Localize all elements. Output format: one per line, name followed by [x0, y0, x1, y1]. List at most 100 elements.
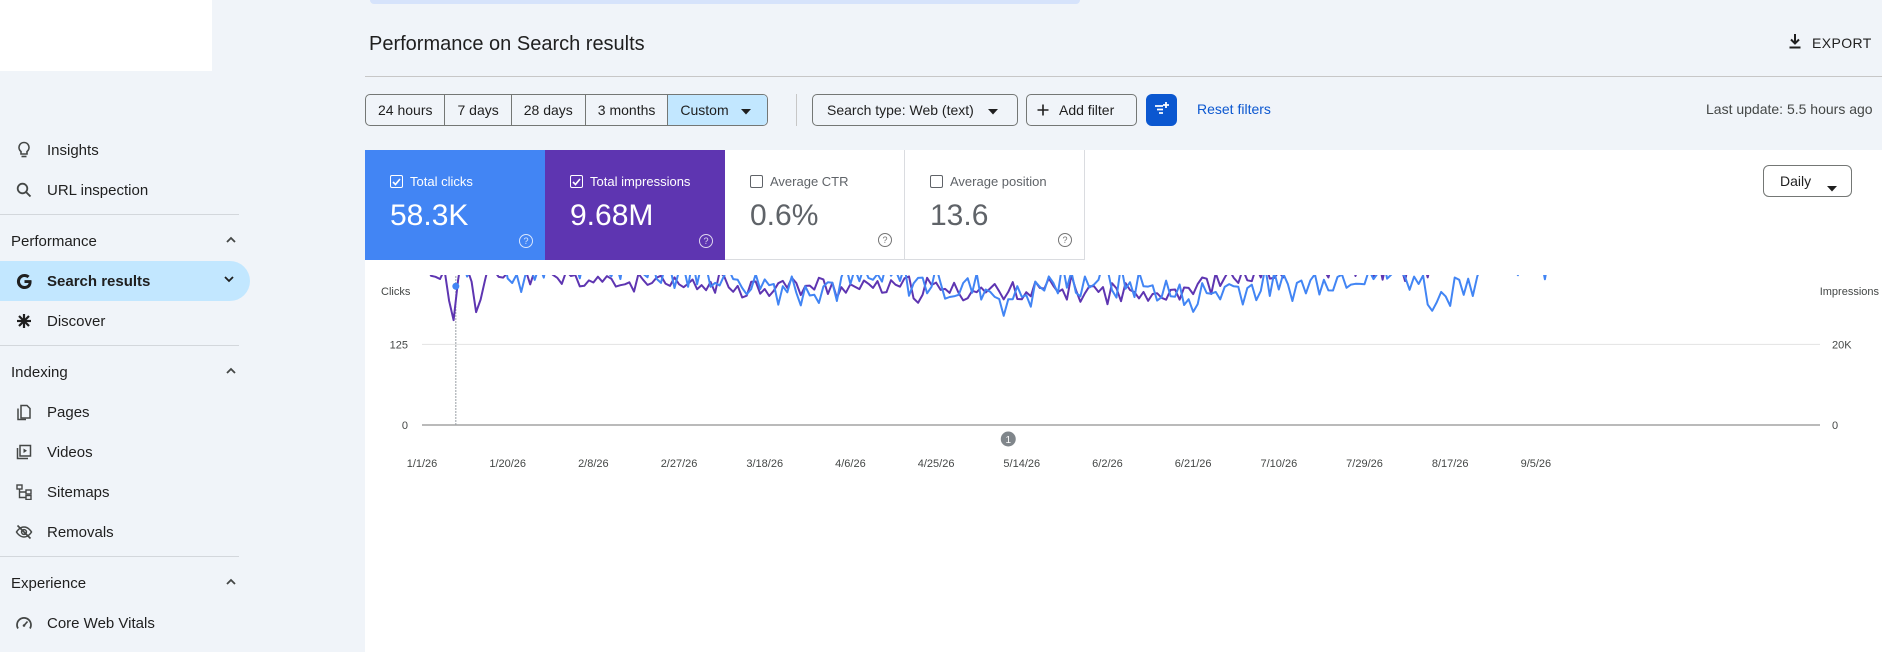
section-performance[interactable]: Performance — [0, 221, 250, 261]
help-icon[interactable]: ? — [1058, 233, 1072, 247]
search-type-filter[interactable]: Search type: Web (text) — [812, 94, 1018, 126]
sidebar-item-label: Pages — [47, 403, 90, 421]
eye-off-icon — [14, 522, 34, 542]
x-tick-label: 6/21/26 — [1175, 458, 1212, 470]
range-custom-label: Custom — [680, 102, 729, 118]
sidebar-item-url-inspection[interactable]: URL inspection — [0, 170, 250, 210]
x-tick-label: 7/10/26 — [1260, 458, 1297, 470]
y-tick-right: 0 — [1832, 420, 1838, 432]
section-title: Experience — [11, 574, 87, 592]
range-7-days[interactable]: 7 days — [445, 95, 512, 125]
help-icon[interactable]: ? — [519, 234, 533, 248]
asterisk-icon — [14, 311, 34, 331]
metric-label: Total clicks — [410, 174, 473, 189]
sidebar-item-sitemaps[interactable]: Sitemaps — [0, 472, 250, 512]
section-title: Indexing — [11, 363, 68, 381]
checkbox-unchecked-icon[interactable] — [750, 175, 763, 188]
help-icon[interactable]: ? — [878, 233, 892, 247]
performance-card: Total clicks 58.3K ? Total impressions 9… — [365, 150, 1882, 652]
section-indexing[interactable]: Indexing — [0, 352, 250, 392]
series-line-total-impressions — [429, 275, 1430, 322]
google-g-icon — [14, 271, 34, 291]
series-line-total-clicks — [465, 275, 1547, 317]
filter-settings-button[interactable] — [1146, 94, 1177, 126]
y-axis-right-title: Impressions — [1820, 286, 1880, 298]
x-tick-label: 2/8/26 — [578, 458, 609, 470]
video-icon — [14, 442, 34, 462]
section-title: Performance — [11, 232, 97, 250]
x-tick-label: 2/27/26 — [661, 458, 698, 470]
sidebar-item-videos[interactable]: Videos — [0, 432, 250, 472]
x-tick-label: 8/17/26 — [1432, 458, 1469, 470]
annotation-number: 1 — [1005, 435, 1011, 446]
metric-label: Average CTR — [770, 174, 849, 189]
x-tick-label: 1/20/26 — [489, 458, 526, 470]
search-bar-edge — [370, 0, 1080, 4]
sidebar-item-label: Insights — [47, 141, 99, 159]
y-tick-left: 0 — [402, 420, 408, 432]
dropdown-arrow-icon — [987, 102, 998, 118]
metric-value: 13.6 — [930, 199, 989, 232]
metric-average-ctr[interactable]: Average CTR 0.6% ? — [725, 150, 905, 260]
granularity-label: Daily — [1780, 173, 1812, 189]
x-tick-label: 3/18/26 — [746, 458, 783, 470]
range-custom[interactable]: Custom — [668, 95, 767, 125]
metric-average-position[interactable]: Average position 13.6 ? — [905, 150, 1085, 260]
x-tick-label: 9/5/26 — [1521, 458, 1552, 470]
range-24-hours[interactable]: 24 hours — [366, 95, 446, 125]
metric-total-impressions[interactable]: Total impressions 9.68M ? — [545, 150, 725, 260]
performance-chart[interactable]: ClicksImpressions0125250375020K40K60K1/1… — [365, 275, 1882, 652]
dropdown-arrow-icon — [740, 102, 751, 118]
dropdown-arrow-icon — [1827, 179, 1837, 195]
y-tick-right: 20K — [1832, 339, 1852, 351]
metric-label: Total impressions — [590, 174, 691, 189]
annotation-marker[interactable] — [1000, 431, 1016, 447]
chevron-down-icon[interactable] — [222, 272, 236, 290]
checkbox-checked-icon[interactable] — [570, 175, 583, 188]
sidebar-item-core-web-vitals[interactable]: Core Web Vitals — [0, 603, 250, 643]
divider — [0, 214, 239, 215]
sidebar-item-label: Search results — [47, 272, 151, 290]
date-range-selector: 24 hours 7 days 28 days 3 months Custom — [365, 94, 768, 126]
x-tick-label: 5/14/26 — [1003, 458, 1040, 470]
sidebar-item-removals[interactable]: Removals — [0, 512, 250, 552]
sidebar-item-label: Removals — [47, 523, 114, 541]
metric-value: 0.6% — [750, 199, 819, 232]
range-28-days[interactable]: 28 days — [512, 95, 586, 125]
export-label: EXPORT — [1812, 34, 1872, 51]
sidebar-item-pages[interactable]: Pages — [0, 392, 250, 432]
section-experience[interactable]: Experience — [0, 563, 250, 603]
hover-dot-clicks — [452, 282, 460, 290]
checkbox-checked-icon[interactable] — [390, 175, 403, 188]
sidebar: Insights URL inspection Performance Sear… — [0, 0, 250, 652]
divider — [0, 345, 239, 346]
search-type-label: Search type: Web (text) — [827, 102, 974, 118]
page-title: Performance on Search results — [369, 33, 645, 55]
sidebar-item-label: Discover — [47, 312, 106, 330]
range-3-months[interactable]: 3 months — [586, 95, 669, 125]
metric-total-clicks[interactable]: Total clicks 58.3K ? — [365, 150, 545, 260]
metric-value: 58.3K — [390, 199, 469, 232]
metric-value: 9.68M — [570, 199, 654, 232]
export-button[interactable]: EXPORT — [1788, 33, 1872, 52]
x-tick-label: 1/1/26 — [407, 458, 438, 470]
add-filter-button[interactable]: Add filter — [1026, 94, 1137, 126]
sidebar-item-label: Sitemaps — [47, 483, 110, 501]
plus-icon — [1037, 104, 1049, 116]
x-tick-label: 4/25/26 — [918, 458, 955, 470]
help-icon[interactable]: ? — [699, 234, 713, 248]
granularity-dropdown[interactable]: Daily — [1763, 165, 1852, 197]
last-update-text: Last update: 5.5 hours ago — [1706, 101, 1873, 117]
sidebar-item-insights[interactable]: Insights — [0, 130, 250, 170]
pages-icon — [14, 402, 34, 422]
sidebar-item-search-results[interactable]: Search results — [0, 261, 250, 301]
sidebar-item-discover[interactable]: Discover — [0, 301, 250, 341]
reset-filters-link[interactable]: Reset filters — [1197, 101, 1271, 117]
sidebar-item-label: Core Web Vitals — [47, 614, 155, 632]
y-axis-left-title: Clicks — [381, 286, 411, 298]
chevron-up-icon — [224, 575, 238, 593]
divider — [0, 556, 239, 557]
filter-list-icon — [1153, 100, 1171, 121]
checkbox-unchecked-icon[interactable] — [930, 175, 943, 188]
sidebar-item-label: URL inspection — [47, 181, 149, 199]
